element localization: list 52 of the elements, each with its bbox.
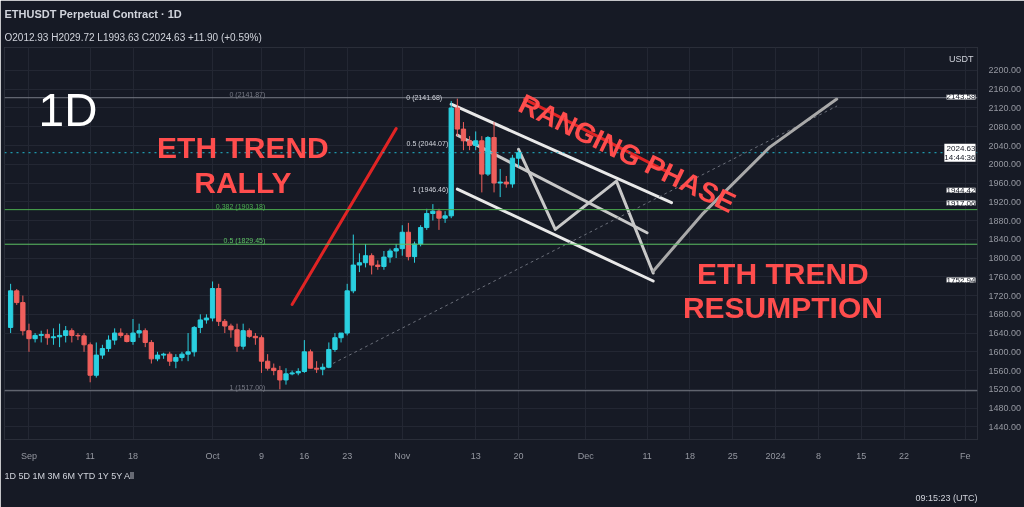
text: 1D 5D 1M 3M 6M YTD 1Y 5Y All xyxy=(4,470,135,481)
annotation: 1944.42 xyxy=(946,185,977,195)
x-tick-label: 9 xyxy=(259,450,265,461)
x-tick-label: 18 xyxy=(684,450,695,461)
x-tick-label: 15 xyxy=(856,450,867,461)
x-tick-label: Oct xyxy=(205,450,221,461)
text: 09:15:23 (UTC) xyxy=(915,492,978,503)
y-tick-label: 1680.00 xyxy=(988,309,1022,320)
y-tick-label: 1480.00 xyxy=(988,403,1022,414)
y-tick-label: 2040.00 xyxy=(988,140,1022,151)
x-tick-label: 2024 xyxy=(765,450,786,461)
x-tick-label: 18 xyxy=(128,450,139,461)
x-tick-label: 11 xyxy=(642,450,652,461)
y-tick-label: 1720.00 xyxy=(988,290,1022,301)
y-tick-label: 1840.00 xyxy=(988,234,1022,245)
x-tick-label: 16 xyxy=(299,450,310,461)
x-tick-label: 13 xyxy=(470,450,481,461)
x-tick-label: 22 xyxy=(899,450,910,461)
annotation: 2024.63 14:44:36 xyxy=(944,143,977,162)
y-tick-label: 1440.00 xyxy=(988,421,1022,432)
y-tick-label: 1920.00 xyxy=(988,196,1022,207)
y-tick-label: 1800.00 xyxy=(988,253,1022,264)
chart-subtitle: O2012.93 H2029.72 L1993.63 C2024.63 +11.90 (+0.59%) xyxy=(4,31,262,43)
x-tick-label: Fe xyxy=(960,450,971,461)
annotation: ETH TREND RESUMPTION xyxy=(682,256,883,325)
annotation: 1752.94 xyxy=(946,275,977,285)
y-tick-label: 2160.00 xyxy=(988,84,1022,95)
annotation: USDT xyxy=(949,54,974,65)
y-tick-label: 1880.00 xyxy=(988,215,1022,226)
annotation: ETH TREND RALLY xyxy=(157,131,329,199)
x-tick-label: Sep xyxy=(20,450,37,461)
x-tick-label: Nov xyxy=(394,450,411,461)
y-tick-label: 1520.00 xyxy=(988,384,1022,395)
y-tick-label: 1600.00 xyxy=(988,346,1022,357)
annotation: 1917.06 xyxy=(946,198,977,208)
y-tick-label: 2120.00 xyxy=(988,102,1022,113)
chart-title: ETHUSDT Perpetual Contract · 1D xyxy=(4,7,182,20)
y-tick-label: 1640.00 xyxy=(988,328,1022,339)
x-tick-label: Dec xyxy=(577,450,595,461)
y-tick-label: 2000.00 xyxy=(988,159,1022,170)
y-tick-label: 1960.00 xyxy=(988,178,1022,189)
y-tick-label: 2080.00 xyxy=(988,121,1022,132)
y-tick-label: 1760.00 xyxy=(988,271,1022,282)
x-tick-label: 25 xyxy=(727,450,738,461)
x-tick-label: 20 xyxy=(513,450,524,461)
x-tick-label: 23 xyxy=(342,450,353,461)
y-tick-label: 2200.00 xyxy=(988,65,1022,76)
annotation: 2143.58 xyxy=(946,92,977,102)
x-tick-label: 8 xyxy=(815,450,821,461)
y-tick-label: 1560.00 xyxy=(988,365,1022,376)
x-tick-label: 11 xyxy=(85,450,95,461)
annotation: 1D xyxy=(38,84,98,137)
